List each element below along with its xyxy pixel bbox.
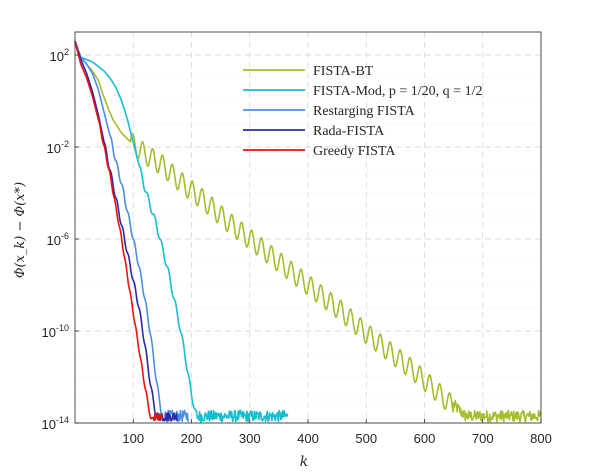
legend-label: FISTA-BT xyxy=(313,64,374,79)
x-tick-label: 200 xyxy=(181,431,203,446)
legend-label: Restarging FISTA xyxy=(313,104,416,119)
legend-label: Greedy FISTA xyxy=(313,144,396,159)
series-line xyxy=(74,40,542,423)
series-line xyxy=(74,40,178,422)
x-tick-label: 500 xyxy=(355,431,377,446)
x-tick-label: 800 xyxy=(530,431,552,446)
legend: FISTA-BT FISTA-Mod, p = 1/20, q = 1/2 Rest… xyxy=(243,64,482,159)
y-tick-label: 102 xyxy=(50,47,69,64)
x-axis-ticks: 100 200 300 400 500 600 700 800 xyxy=(122,419,552,446)
legend-label: Rada-FISTA xyxy=(313,124,385,139)
series-line xyxy=(74,40,289,423)
x-tick-label: 400 xyxy=(297,431,319,446)
y-tick-label: 10-6 xyxy=(47,231,69,248)
x-axis-label: k xyxy=(300,454,308,470)
y-tick-label: 10-2 xyxy=(47,139,69,156)
x-tick-label: 700 xyxy=(472,431,494,446)
series-line xyxy=(74,40,190,423)
series-line xyxy=(74,41,164,421)
x-tick-label: 100 xyxy=(122,431,144,446)
y-axis-ticks: 102 10-2 10-6 10-10 10-14 xyxy=(42,47,79,432)
y-tick-label: 10-14 xyxy=(42,415,69,432)
x-tick-label: 600 xyxy=(414,431,436,446)
series-lines xyxy=(74,40,542,423)
x-tick-label: 300 xyxy=(239,431,261,446)
y-axis-label: Φ(x_k) − Φ(x*) xyxy=(13,182,28,278)
legend-label: FISTA-Mod, p = 1/20, q = 1/2 xyxy=(313,84,482,99)
y-tick-label: 10-10 xyxy=(42,323,69,340)
